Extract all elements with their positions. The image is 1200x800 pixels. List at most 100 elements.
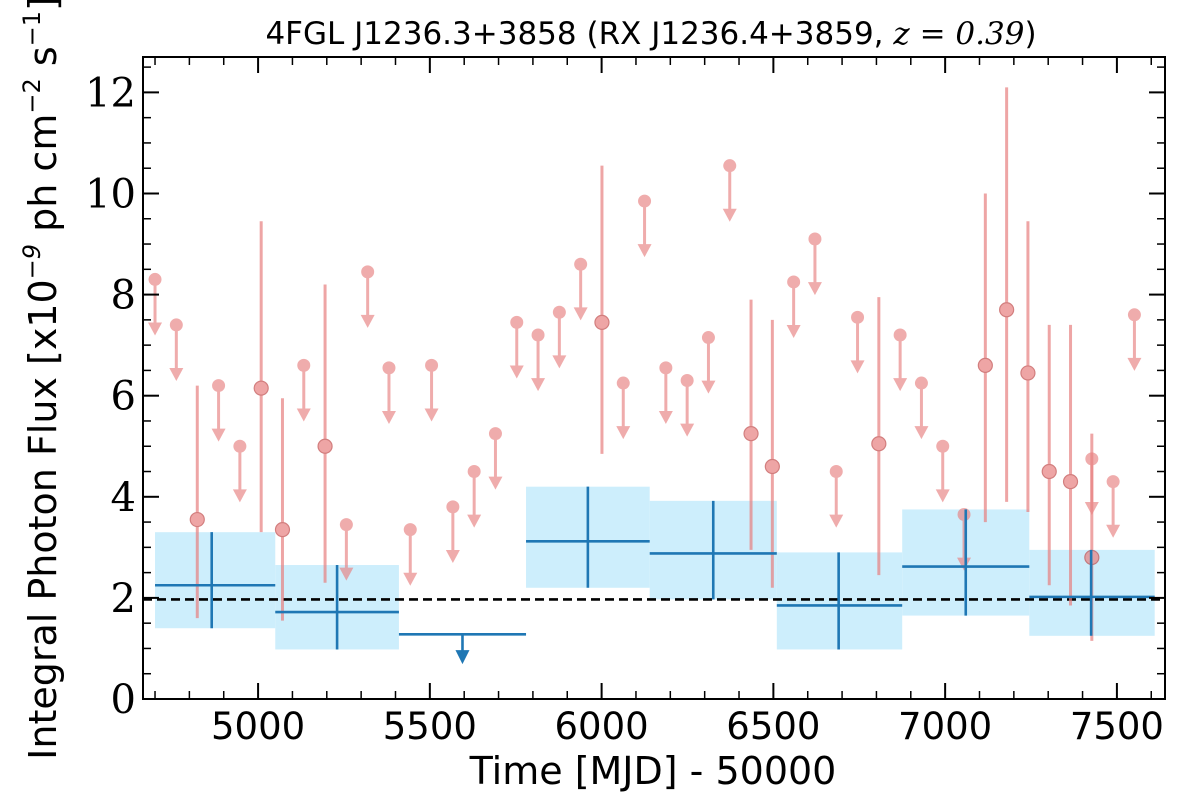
short-bin-detection [1062,324,1079,606]
chart-title-redshift: z = 0.39 [892,16,1024,52]
upper-limit-marker [510,315,524,329]
short-bin-detection [274,398,291,621]
upper-limit-arrowhead [232,489,247,503]
y-tick-label: 12 [85,70,136,116]
upper-limit-arrowhead [488,476,503,490]
short-bin-upper-limit [531,328,546,392]
chart-title-suffix: ) [1024,16,1036,52]
upper-limit-arrowhead [1127,357,1142,371]
upper-limit-marker [1106,475,1120,489]
x-tick-label: 5000 [211,705,305,748]
upper-limit-marker [787,275,801,289]
short-bin-upper-limit [339,518,354,581]
upper-limit-arrowhead [531,378,546,392]
upper-limit-arrowhead [445,549,460,563]
upper-limit-marker [659,361,673,375]
detection-marker [999,302,1015,318]
detection-marker [594,314,610,330]
detection-marker [317,438,333,454]
detection-marker [1062,474,1079,490]
upper-limit-marker [403,523,417,537]
upper-limit-arrowhead [573,307,588,321]
upper-limit-arrowhead [637,244,652,258]
upper-limit-marker [446,500,460,514]
short-bin-detection [1020,221,1036,512]
long-bin-detection [275,565,399,650]
detection-marker [1041,463,1057,480]
upper-limit-marker [936,439,950,453]
upper-limit-marker [616,376,630,390]
detection-marker [871,436,887,452]
upper-limit-arrowhead [807,282,822,296]
long-bin-series [155,486,1155,665]
upper-limit-marker [212,379,226,393]
upper-limit-marker [169,318,183,332]
upper-limit-arrowhead [935,489,950,503]
y-axis-label-exp-s: −1 [18,11,46,46]
upper-limit-marker [851,310,865,324]
y-tick-label: 4 [111,475,136,521]
upper-limit-arrowhead [786,325,801,339]
short-bin-upper-limit [807,232,822,296]
short-bin-upper-limit [509,315,524,379]
y-tick-label: 8 [111,273,136,319]
long-bin-ul-arrowhead [455,650,470,665]
x-axis-label: Time [MJD] - 50000 [469,749,837,793]
y-axis-label-exp-flux: −9 [18,244,46,279]
upper-limit-marker [808,232,822,246]
short-bin-detection [977,193,993,523]
short-bin-upper-limit [573,257,588,321]
short-bin-upper-limit [424,358,439,422]
long-bin-detection [776,552,903,650]
upper-limit-arrowhead [360,314,375,328]
short-bin-upper-limit [552,305,567,369]
short-bin-upper-limit [893,328,908,392]
short-bin-detection [594,165,610,454]
upper-limit-arrowhead [701,380,716,394]
upper-limit-arrowhead [829,514,844,528]
axis-tick-labels: 0 2 4 6 8 10 12 5000 5500 6000 6500 7000 7500 [85,70,1164,748]
upper-limit-arrowhead [552,355,567,369]
y-axis-label-prefix: Integral Photon Flux [x10 [21,279,65,760]
upper-limit-arrowhead [893,378,908,392]
upper-limit-marker [552,305,566,319]
upper-limit-marker [723,159,737,173]
upper-limit-arrowhead [1106,524,1121,538]
short-bin-upper-limit [935,439,950,503]
y-axis-label: Integral Photon Flux [x10−9 ph cm−2 s−1] [18,0,65,760]
short-bin-upper-limit [637,194,652,258]
detection-marker [977,357,993,373]
short-bin-upper-limit [658,361,673,424]
short-bin-upper-limit [360,265,375,328]
upper-limit-arrowhead [467,514,482,528]
upper-limit-arrowhead [914,426,929,440]
y-tick-label: 0 [111,677,136,723]
x-tick-label: 6500 [726,705,820,748]
y-axis-label-unit-s: s [21,46,65,78]
short-bin-upper-limit [232,439,247,503]
short-bin-detection [871,297,887,576]
upper-limit-marker [297,358,311,372]
upper-limit-marker [339,518,353,532]
y-tick-label: 2 [111,576,136,622]
upper-limit-arrowhead [381,410,396,424]
chart-title-prefix: 4FGL J1236.3+3858 (RX J1236.4+3859, [265,16,893,52]
upper-limit-marker [680,374,694,388]
detection-marker [253,380,269,396]
long-bin-detection [902,509,1030,616]
upper-limit-arrowhead [680,423,695,437]
upper-limit-arrowhead [616,426,631,440]
short-bin-detection [253,221,269,533]
upper-limit-marker [425,358,439,372]
upper-limit-marker [829,465,843,479]
short-bin-upper-limit [914,376,929,440]
upper-limit-arrowhead [850,360,865,374]
short-bin-upper-limit [829,465,844,528]
upper-limit-arrowhead [211,428,226,442]
long-bin-detection [155,532,276,629]
long-bin-detection [649,500,777,600]
long-bin-detection [1029,549,1155,636]
short-bin-detection [189,385,205,619]
short-bin-detection [743,299,759,550]
